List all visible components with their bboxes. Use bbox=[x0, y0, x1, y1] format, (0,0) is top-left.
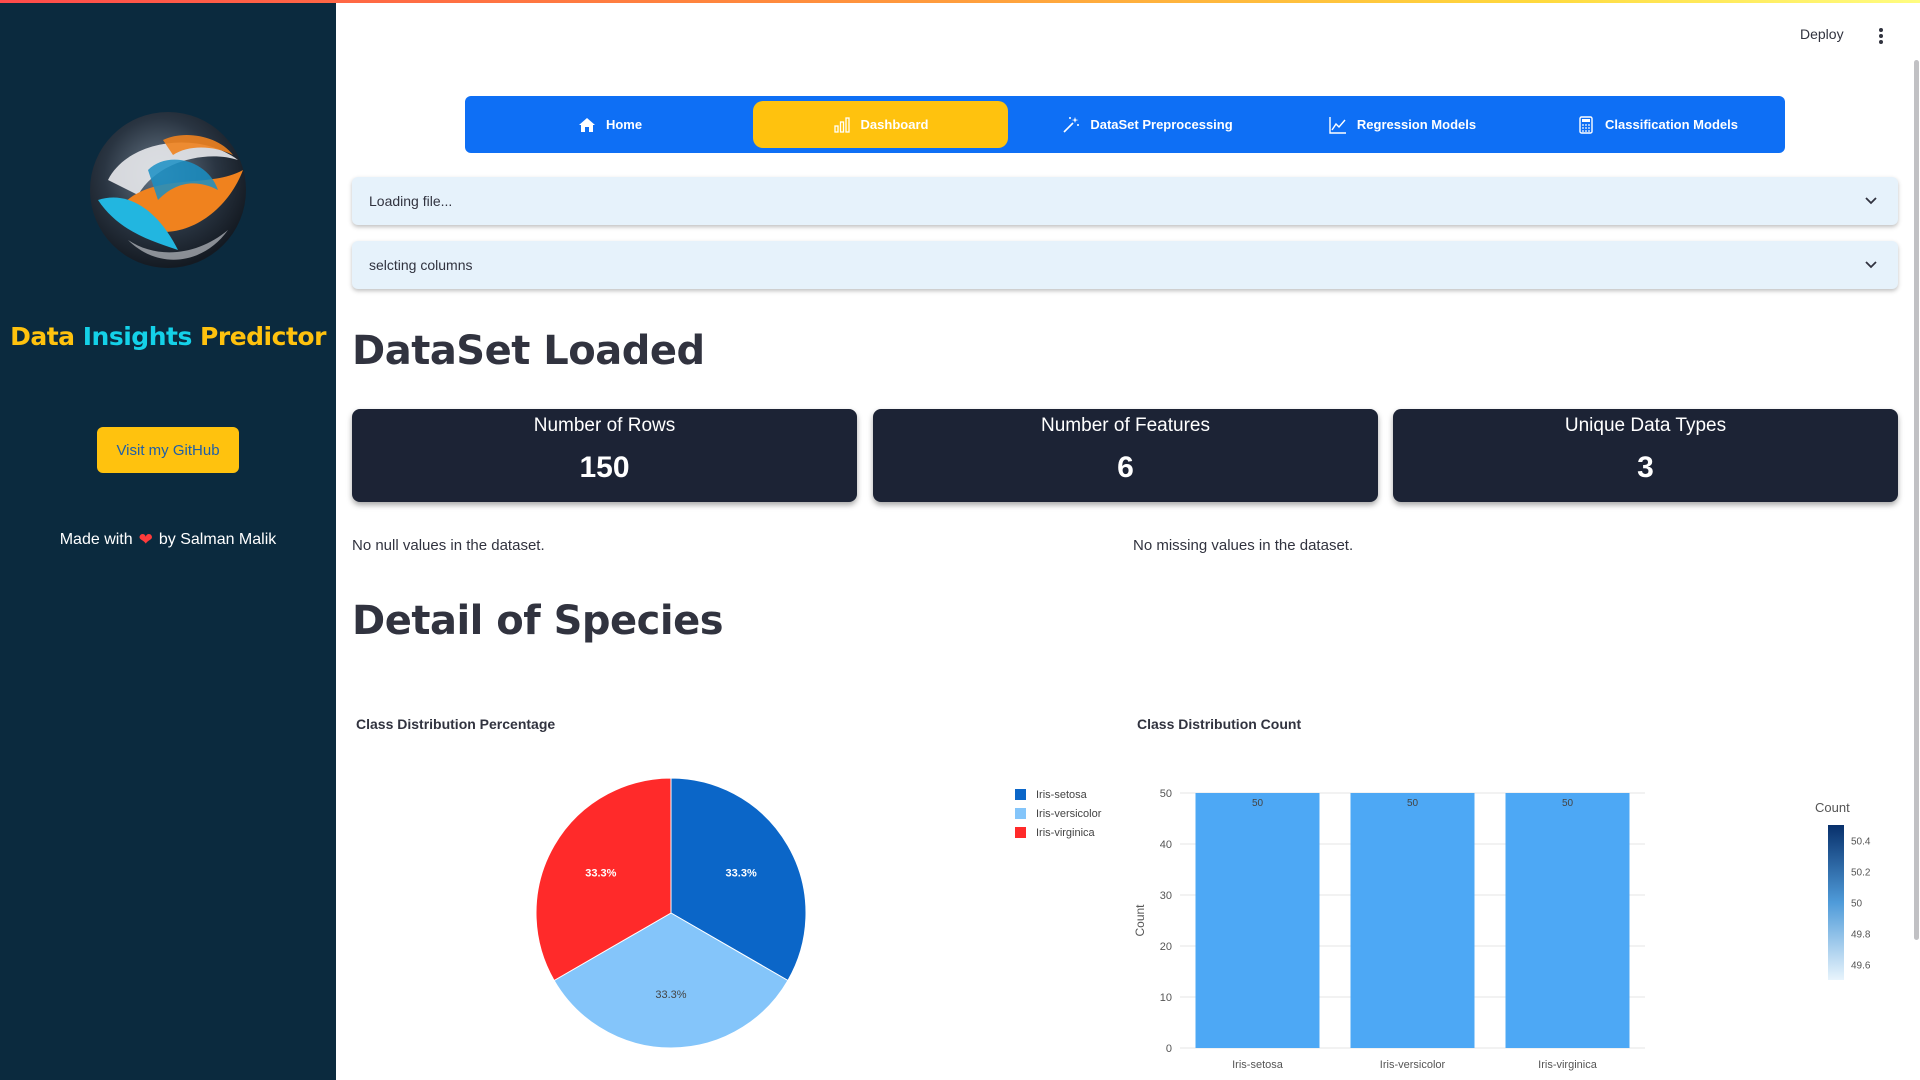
bar[interactable] bbox=[1195, 793, 1320, 1048]
pie-legend: Iris-setosa Iris-versicolor Iris-virginica bbox=[1015, 785, 1101, 842]
line-chart-icon bbox=[1329, 116, 1346, 134]
page-scrollbar[interactable] bbox=[1914, 60, 1919, 940]
legend-swatch bbox=[1015, 808, 1026, 819]
metric-label: Unique Data Types bbox=[1564, 415, 1727, 436]
colorbar-tick-label: 49.8 bbox=[1851, 930, 1871, 941]
bar[interactable] bbox=[1350, 793, 1475, 1048]
y-tick-label: 0 bbox=[1166, 1043, 1172, 1055]
pie-slice-label: 33.3% bbox=[655, 989, 686, 1001]
nav-label: Classification Models bbox=[1605, 117, 1738, 132]
x-tick-label: Iris-virginica bbox=[1538, 1059, 1598, 1071]
main-navbar: Home Dashboard DataSet Preprocessing Reg… bbox=[465, 96, 1785, 153]
colorbar-tick-label: 49.6 bbox=[1851, 961, 1871, 972]
metric-card-datatypes: Unique Data Types 3 bbox=[1393, 409, 1898, 502]
metric-value: 6 bbox=[1117, 451, 1134, 484]
legend-label: Iris-virginica bbox=[1036, 826, 1095, 839]
kebab-menu-icon[interactable] bbox=[1874, 24, 1888, 48]
metric-label: Number of Features bbox=[1041, 415, 1210, 436]
heart-icon: ❤ bbox=[138, 530, 153, 549]
made-with-prefix: Made with bbox=[59, 531, 133, 548]
y-tick-label: 20 bbox=[1160, 941, 1172, 953]
nav-label: Regression Models bbox=[1356, 117, 1477, 132]
metric-card-rows: Number of Rows 150 bbox=[352, 409, 857, 502]
bar-chart: 0 10 20 30 40 50 Count 50 Iris-setosa 50 Iris-vers… bbox=[1133, 788, 1645, 1071]
made-with-credit: Made with ❤ by Salman Malik bbox=[0, 530, 336, 550]
nav-label: Home bbox=[605, 117, 643, 132]
colorbar-tick-label: 50 bbox=[1851, 899, 1863, 910]
nav-label: Dashboard bbox=[860, 117, 929, 132]
swirl-logo-icon bbox=[88, 100, 250, 280]
loading-file-expander[interactable]: Loading file... bbox=[352, 177, 1898, 225]
legend-label: Iris-versicolor bbox=[1036, 807, 1102, 820]
legend-item[interactable]: Iris-setosa bbox=[1015, 785, 1101, 804]
selecting-columns-expander[interactable]: selcting columns bbox=[352, 241, 1898, 289]
nav-regression-tab[interactable]: Regression Models bbox=[1275, 101, 1530, 148]
chevron-down-icon bbox=[1865, 197, 1877, 205]
made-with-author: by Salman Malik bbox=[158, 531, 277, 548]
deploy-button[interactable]: Deploy bbox=[1800, 26, 1844, 42]
pie-chart-title: Class Distribution Percentage bbox=[356, 716, 556, 732]
y-axis-label: Count bbox=[1133, 904, 1147, 937]
pie-slice bbox=[670, 777, 807, 982]
x-tick-label: Iris-setosa bbox=[1232, 1059, 1284, 1071]
colorbar-tick-label: 50.4 bbox=[1851, 837, 1871, 848]
metric-value: 3 bbox=[1637, 451, 1654, 484]
legend-item[interactable]: Iris-versicolor bbox=[1015, 804, 1101, 823]
chevron-down-icon bbox=[1865, 261, 1877, 269]
y-tick-label: 50 bbox=[1160, 788, 1172, 800]
colorbar-gradient bbox=[1828, 825, 1844, 980]
legend-swatch bbox=[1015, 827, 1026, 838]
top-accent-line bbox=[0, 0, 1920, 3]
colorbar: Count 50.4 50.2 50 49.8 49.6 bbox=[1815, 800, 1871, 980]
x-tick-label: Iris-versicolor bbox=[1380, 1059, 1446, 1071]
null-values-note: No null values in the dataset. bbox=[352, 537, 545, 554]
calculator-icon bbox=[1579, 115, 1593, 134]
pie-slice bbox=[553, 912, 789, 1049]
magic-wand-icon bbox=[1063, 116, 1080, 133]
y-tick-label: 10 bbox=[1160, 992, 1172, 1004]
app-title: Data Insights Predictor bbox=[10, 322, 326, 351]
y-tick-label: 40 bbox=[1160, 839, 1172, 851]
bar-chart-title: Class Distribution Count bbox=[1137, 716, 1302, 732]
y-tick-label: 30 bbox=[1160, 890, 1172, 902]
bar-value-label: 50 bbox=[1407, 798, 1419, 809]
legend-item[interactable]: Iris-virginica bbox=[1015, 823, 1101, 842]
nav-dashboard-tab[interactable]: Dashboard bbox=[753, 101, 1008, 148]
expander-label: Loading file... bbox=[369, 193, 453, 209]
nav-classification-tab[interactable]: Classification Models bbox=[1530, 101, 1785, 148]
colorbar-title: Count bbox=[1815, 800, 1850, 815]
legend-swatch bbox=[1015, 789, 1026, 800]
dataset-loaded-heading: DataSet Loaded bbox=[352, 328, 705, 374]
bar-value-label: 50 bbox=[1562, 798, 1574, 809]
github-button[interactable]: Visit my GitHub bbox=[97, 427, 239, 473]
sidebar: Data Insights Predictor Visit my GitHub … bbox=[0, 0, 336, 1080]
metric-value: 150 bbox=[579, 451, 630, 484]
metric-card-features: Number of Features 6 bbox=[873, 409, 1378, 502]
home-icon bbox=[578, 117, 595, 132]
pie-slice bbox=[535, 777, 672, 982]
bar[interactable] bbox=[1505, 793, 1630, 1048]
nav-label: DataSet Preprocessing bbox=[1090, 117, 1233, 132]
colorbar-tick-label: 50.2 bbox=[1851, 868, 1871, 879]
pie-slice-label: 33.3% bbox=[585, 868, 616, 880]
pie-chart: 33.3% 33.3% 33.3% bbox=[535, 777, 807, 1049]
legend-label: Iris-setosa bbox=[1036, 788, 1087, 801]
pie-slice-label: 33.3% bbox=[726, 868, 757, 880]
bar-value-label: 50 bbox=[1252, 798, 1264, 809]
metric-label: Number of Rows bbox=[533, 415, 676, 436]
nav-preprocessing-tab[interactable]: DataSet Preprocessing bbox=[1020, 101, 1275, 148]
nav-home-tab[interactable]: Home bbox=[485, 101, 735, 148]
expander-label: selcting columns bbox=[369, 257, 473, 273]
missing-values-note: No missing values in the dataset. bbox=[1133, 537, 1354, 554]
bar-chart-icon bbox=[833, 116, 850, 133]
species-detail-heading: Detail of Species bbox=[352, 598, 724, 644]
